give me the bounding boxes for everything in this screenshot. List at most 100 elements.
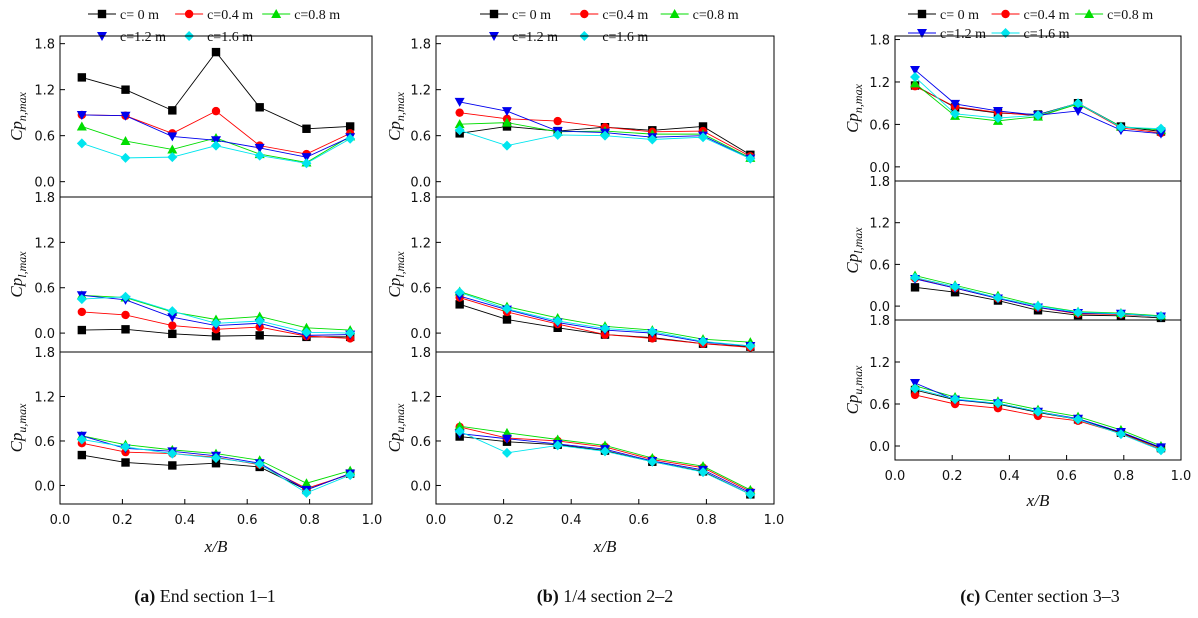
- legend-label: c=1.6 m: [207, 30, 253, 45]
- data-point: [648, 334, 657, 343]
- data-point: [255, 103, 264, 112]
- data-point: [301, 153, 312, 163]
- data-point: [167, 132, 178, 142]
- y-tick-label: 1.2: [410, 84, 431, 99]
- data-point: [992, 106, 1003, 116]
- y-tick-label: 0.6: [34, 282, 55, 297]
- plot-frame: [894, 319, 1182, 461]
- x-tick-label: 0.6: [237, 513, 258, 528]
- data-point: [454, 426, 465, 437]
- data-point: [647, 456, 658, 467]
- series-3: [76, 110, 356, 163]
- plot-frame: [894, 35, 1182, 182]
- data-point: [992, 398, 1003, 409]
- caption: (a) End section 1–1: [134, 586, 275, 607]
- data-point: [121, 85, 130, 94]
- series-4: [76, 291, 356, 339]
- legend-label: c=0.4 m: [602, 8, 648, 23]
- y-axis-label: Cpu,max: [385, 403, 407, 453]
- data-point: [211, 140, 221, 151]
- data-point: [992, 113, 1003, 124]
- y-axis-label: Cpn,max: [843, 83, 865, 133]
- data-point: [345, 133, 356, 144]
- data-point: [910, 72, 921, 83]
- data-point: [254, 150, 265, 161]
- data-point: [77, 307, 87, 317]
- data-point: [121, 458, 130, 467]
- x-tick-label: 1.0: [764, 513, 785, 528]
- y-axis-label: Cpu,max: [7, 403, 29, 453]
- panel-c: c= 0 m c=0.4 m c=0.8 m c=1.2 m c=1.6 m 0.0 0.6…: [843, 8, 1191, 607]
- legend-label: c=1.2 m: [512, 30, 558, 45]
- data-point: [255, 331, 264, 340]
- legend-label: c=0.8 m: [693, 8, 739, 23]
- x-tick-label: 0.6: [1056, 469, 1077, 484]
- data-point: [211, 331, 221, 341]
- data-point: [910, 390, 920, 400]
- data-point: [301, 322, 312, 332]
- y-tick-label: 1.2: [34, 84, 55, 99]
- data-point: [345, 328, 356, 339]
- y-tick-label: 1.2: [410, 236, 431, 251]
- series-4: [910, 272, 1166, 322]
- legend: c= 0 m c=0.4 m c=0.8 m c=1.2 m c=1.6 m: [480, 8, 739, 45]
- data-point: [454, 421, 465, 431]
- y-tick-label: 0.0: [410, 479, 431, 494]
- data-point: [1073, 414, 1084, 425]
- subplot-1: 0.0 0.6 1.2 1.8 Cpn,max: [385, 35, 775, 198]
- y-tick-label: 1.2: [34, 390, 55, 405]
- y-tick-label: 0.6: [410, 435, 431, 450]
- data-point: [992, 292, 1003, 303]
- data-point: [698, 132, 709, 143]
- data-point: [168, 461, 177, 470]
- y-tick-label: 1.8: [869, 175, 890, 190]
- caption-letter: (a): [134, 586, 155, 607]
- series-4: [454, 125, 756, 164]
- y-tick-label: 1.8: [34, 38, 55, 53]
- data-point: [553, 116, 562, 126]
- legend-label: c=0.8 m: [294, 8, 340, 23]
- y-tick-label: 1.8: [410, 38, 431, 53]
- data-point: [698, 122, 708, 131]
- data-point: [1155, 129, 1166, 139]
- y-tick-label: 1.2: [410, 390, 431, 405]
- data-point: [120, 111, 131, 121]
- panel-b: c= 0 m c=0.4 m c=0.8 m c=1.2 m c=1.6 m 0.0 0.6…: [385, 8, 784, 607]
- series-4: [454, 287, 756, 351]
- data-point: [1033, 406, 1043, 417]
- data-point: [647, 326, 658, 337]
- data-point: [76, 138, 87, 149]
- legend-marker: [580, 9, 589, 19]
- data-point: [120, 441, 131, 452]
- subplot-2: 0.0 0.6 1.2 1.8 Cpl,max: [385, 191, 775, 353]
- legend: c= 0 m c=0.4 m c=0.8 m c=1.2 m c=1.6 m: [88, 8, 340, 45]
- data-point: [454, 287, 465, 298]
- x-tick-label: 0.2: [493, 513, 514, 528]
- y-tick-label: 0.6: [34, 435, 55, 450]
- y-tick-label: 0.0: [410, 176, 431, 191]
- caption-letter: (c): [960, 586, 980, 607]
- data-point: [552, 316, 563, 326]
- legend-item: c=0.4 m: [175, 8, 253, 23]
- data-point: [120, 291, 131, 302]
- series-2: [454, 421, 756, 494]
- legend-marker: [1084, 9, 1095, 18]
- y-tick-label: 0.0: [869, 300, 890, 315]
- series-4: [76, 133, 356, 169]
- data-point: [301, 158, 312, 169]
- x-tick-label: 0.0: [885, 469, 906, 484]
- data-point: [168, 329, 177, 339]
- legend-item: c=1.2 m: [908, 27, 986, 42]
- x-tick-label: 0.2: [942, 469, 963, 484]
- y-tick-label: 0.6: [410, 282, 431, 297]
- data-point: [910, 283, 920, 292]
- legend-label: c=1.2 m: [940, 27, 986, 42]
- data-point: [501, 107, 512, 117]
- legend-label: c=0.4 m: [1024, 8, 1070, 23]
- series-4: [910, 383, 1166, 456]
- series-4: [76, 434, 356, 498]
- y-tick-label: 1.2: [869, 217, 890, 232]
- y-axis-label: Cpl,max: [843, 227, 865, 274]
- x-tick-label: 1.0: [1171, 469, 1192, 484]
